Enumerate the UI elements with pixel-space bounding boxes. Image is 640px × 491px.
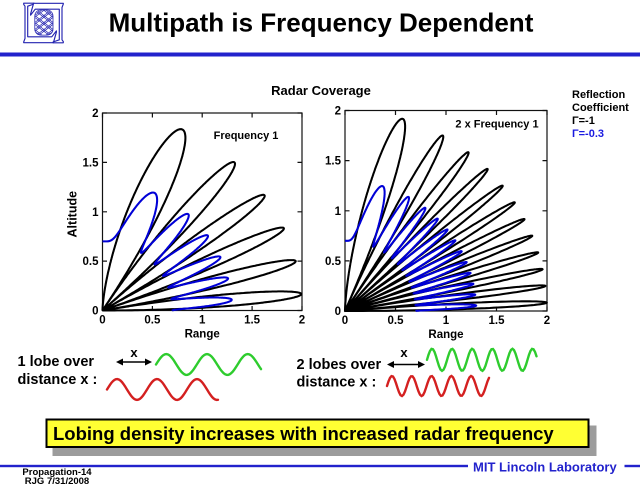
svg-text:Range: Range [185, 329, 220, 341]
svg-text:0: 0 [92, 306, 98, 318]
svg-text:0: 0 [335, 306, 341, 318]
svg-text:distance x :: distance x : [297, 375, 377, 391]
svg-text:1.5: 1.5 [325, 156, 342, 168]
svg-text:RJG 7/31/2008: RJG 7/31/2008 [25, 476, 89, 487]
svg-text:1: 1 [92, 207, 99, 219]
svg-text:Γ=-0.3: Γ=-0.3 [572, 128, 604, 140]
svg-text:2: 2 [544, 315, 550, 327]
svg-text:2 x Frequency 1: 2 x Frequency 1 [455, 119, 538, 131]
svg-text:0.5: 0.5 [325, 256, 342, 268]
svg-text:2: 2 [335, 106, 341, 118]
svg-text:x: x [130, 345, 138, 360]
svg-text:2 lobes over: 2 lobes over [297, 357, 382, 373]
svg-text:1.5: 1.5 [489, 315, 506, 327]
svg-text:Reflection: Reflection [572, 89, 625, 101]
svg-text:0.5: 0.5 [144, 315, 161, 327]
svg-text:1 lobe over: 1 lobe over [18, 354, 95, 370]
svg-text:Range: Range [428, 329, 463, 341]
svg-text:x: x [400, 345, 408, 360]
svg-text:1.5: 1.5 [83, 157, 100, 169]
svg-text:1.5: 1.5 [244, 315, 261, 327]
svg-text:0: 0 [99, 315, 105, 327]
svg-text:0.5: 0.5 [83, 256, 100, 268]
svg-text:Altitude: Altitude [66, 191, 80, 238]
svg-text:Lobing density increases with: Lobing density increases with increased … [53, 423, 554, 444]
svg-text:1: 1 [443, 315, 450, 327]
svg-text:Radar Coverage: Radar Coverage [271, 83, 371, 98]
svg-text:Frequency 1: Frequency 1 [214, 130, 279, 142]
svg-text:1: 1 [335, 206, 342, 218]
svg-text:0: 0 [342, 315, 348, 327]
svg-text:0.5: 0.5 [388, 315, 405, 327]
svg-text:2: 2 [92, 108, 98, 120]
svg-text:Propagation-14: Propagation-14 [22, 467, 92, 478]
svg-text:Multipath is Frequency Depende: Multipath is Frequency Dependent [109, 8, 534, 38]
svg-text:MIT Lincoln Laboratory: MIT Lincoln Laboratory [473, 460, 617, 475]
svg-text:1: 1 [199, 315, 206, 327]
svg-text:Coefficient: Coefficient [572, 102, 629, 114]
svg-text:distance x :: distance x : [18, 372, 98, 388]
svg-text:2: 2 [299, 315, 305, 327]
svg-text:Γ=-1: Γ=-1 [572, 115, 595, 127]
